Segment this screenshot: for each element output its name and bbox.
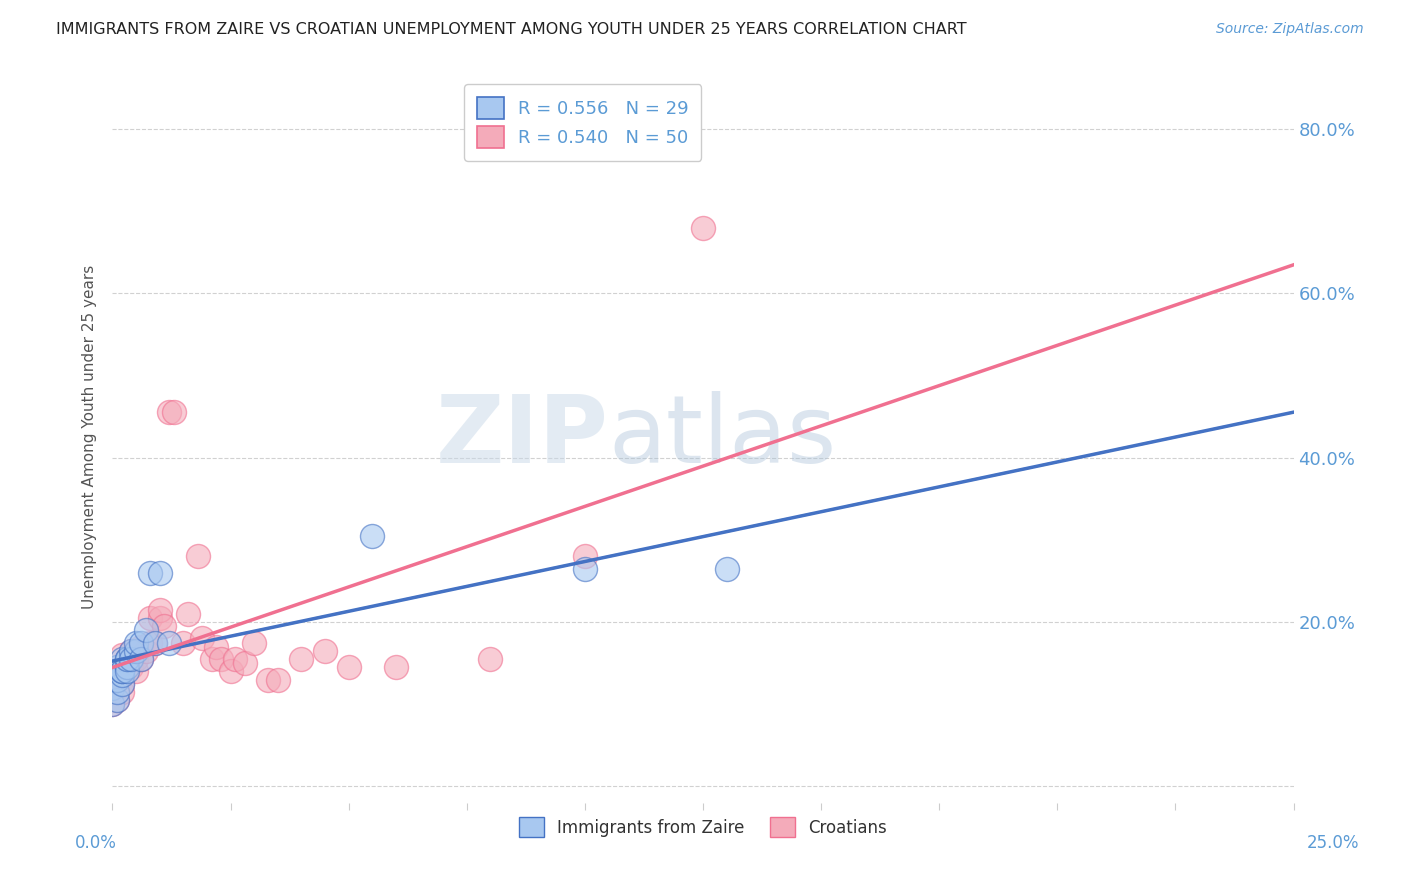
Point <box>337 660 360 674</box>
Point <box>149 602 172 616</box>
Point <box>135 644 157 658</box>
Point <box>105 693 128 707</box>
Point <box>125 644 148 658</box>
Point <box>101 685 124 699</box>
Point <box>574 561 596 575</box>
Point <box>574 549 596 564</box>
Point <box>267 673 290 687</box>
Text: 25.0%: 25.0% <box>1306 834 1360 852</box>
Text: atlas: atlas <box>609 391 837 483</box>
Point <box>115 652 138 666</box>
Point <box>105 693 128 707</box>
Point <box>101 681 124 695</box>
Point <box>115 665 138 679</box>
Point <box>105 665 128 679</box>
Point <box>224 652 246 666</box>
Point <box>105 685 128 699</box>
Point <box>125 665 148 679</box>
Point <box>157 405 180 419</box>
Point <box>120 644 142 658</box>
Point <box>716 561 738 575</box>
Point <box>111 665 134 679</box>
Point <box>157 635 180 649</box>
Point <box>177 607 200 621</box>
Point <box>111 648 134 662</box>
Point <box>111 685 134 699</box>
Point <box>385 660 408 674</box>
Point <box>479 652 502 666</box>
Point <box>120 644 142 658</box>
Point <box>111 676 134 690</box>
Text: 0.0%: 0.0% <box>75 834 117 852</box>
Point <box>129 652 152 666</box>
Point <box>143 635 166 649</box>
Point <box>111 668 134 682</box>
Point <box>163 405 186 419</box>
Point <box>186 549 208 564</box>
Y-axis label: Unemployment Among Youth under 25 years: Unemployment Among Youth under 25 years <box>82 265 97 609</box>
Point <box>120 660 142 674</box>
Point <box>111 652 134 666</box>
Point <box>135 624 157 638</box>
Point <box>115 652 138 666</box>
Point <box>101 697 124 711</box>
Point <box>105 660 128 674</box>
Point <box>101 697 124 711</box>
Point <box>219 665 242 679</box>
Point <box>115 660 138 674</box>
Point <box>243 635 266 649</box>
Point <box>143 635 166 649</box>
Legend: Immigrants from Zaire, Croatians: Immigrants from Zaire, Croatians <box>510 809 896 846</box>
Point <box>105 673 128 687</box>
Point <box>139 566 162 580</box>
Point <box>201 652 224 666</box>
Point <box>125 635 148 649</box>
Point <box>290 652 312 666</box>
Point <box>209 652 232 666</box>
Text: ZIP: ZIP <box>436 391 609 483</box>
Point <box>139 635 162 649</box>
Text: Source: ZipAtlas.com: Source: ZipAtlas.com <box>1216 22 1364 37</box>
Point <box>233 656 256 670</box>
Point <box>129 640 152 654</box>
Point <box>105 681 128 695</box>
Point <box>125 644 148 658</box>
Point <box>105 673 128 687</box>
Point <box>120 652 142 666</box>
Point <box>105 668 128 682</box>
Point <box>129 635 152 649</box>
Point <box>129 652 152 666</box>
Point <box>111 665 134 679</box>
Point <box>257 673 280 687</box>
Point <box>115 660 138 674</box>
Point <box>125 652 148 666</box>
Point <box>191 632 214 646</box>
Point <box>139 611 162 625</box>
Point <box>153 619 176 633</box>
Point <box>692 220 714 235</box>
Point <box>115 652 138 666</box>
Point <box>205 640 228 654</box>
Point <box>361 529 384 543</box>
Point <box>149 566 172 580</box>
Point <box>111 665 134 679</box>
Text: IMMIGRANTS FROM ZAIRE VS CROATIAN UNEMPLOYMENT AMONG YOUTH UNDER 25 YEARS CORREL: IMMIGRANTS FROM ZAIRE VS CROATIAN UNEMPL… <box>56 22 967 37</box>
Point <box>314 644 336 658</box>
Point <box>149 611 172 625</box>
Point <box>111 676 134 690</box>
Point <box>172 635 194 649</box>
Point <box>120 652 142 666</box>
